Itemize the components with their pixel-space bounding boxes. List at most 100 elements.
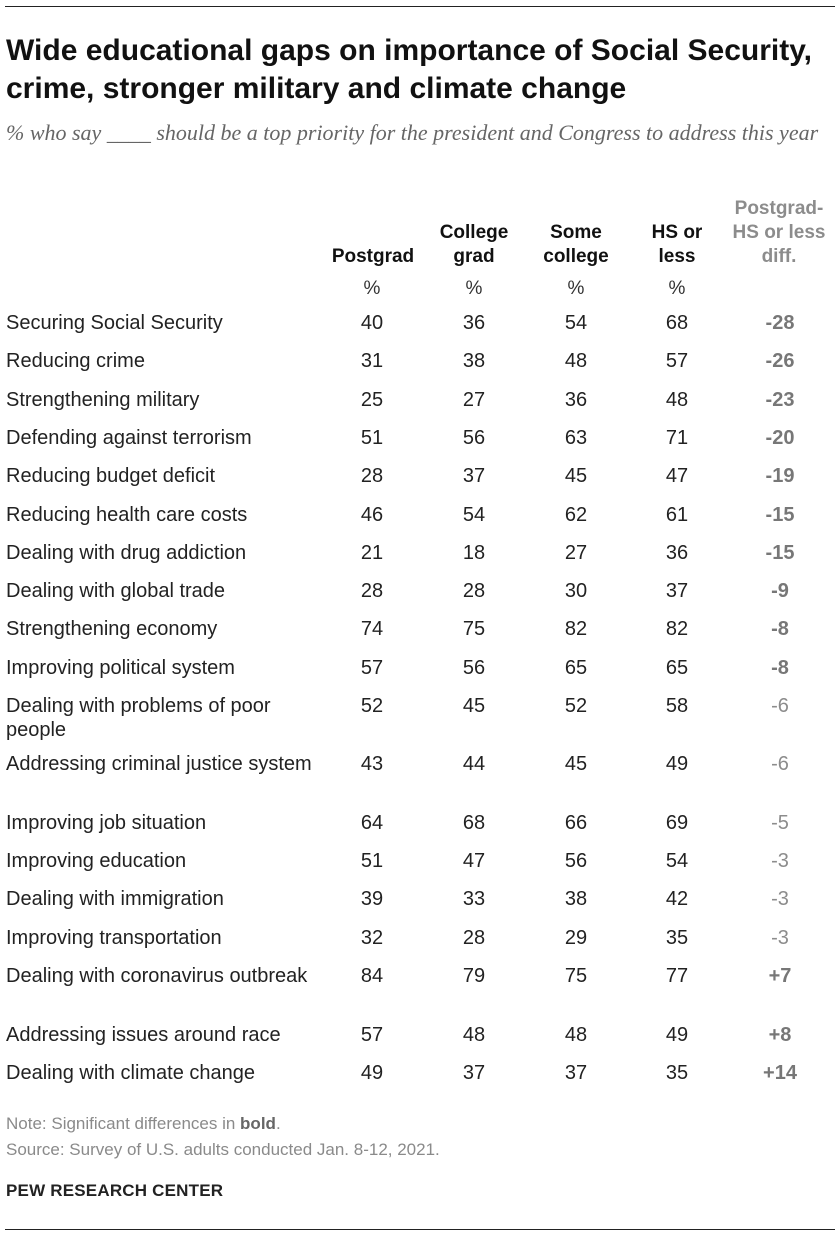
- cell-some-college: 63: [564, 427, 588, 449]
- table-row: Addressing criminal justice system 43 44 45…: [0, 752, 840, 792]
- cell-hs-or-less: 48: [665, 389, 689, 411]
- cell-diff: +14: [763, 1062, 797, 1084]
- cell-some-college: 56: [564, 850, 588, 872]
- cell-diff: +7: [768, 965, 792, 987]
- table-row: Dealing with global trade 28 28 30 37 -9: [0, 579, 840, 619]
- cell-some-college: 36: [564, 389, 588, 411]
- cell-college-grad: 27: [462, 389, 486, 411]
- cell-hs-or-less: 77: [665, 965, 689, 987]
- table-row: Strengthening military 25 27 36 48 -23: [0, 388, 840, 428]
- header-hs-or-less: HS or less: [651, 222, 703, 267]
- cell-diff: -26: [765, 350, 795, 372]
- cell-postgrad: 51: [360, 427, 384, 449]
- cell-postgrad: 40: [360, 312, 384, 334]
- cell-diff: -3: [771, 850, 789, 872]
- table-row: Strengthening economy 74 75 82 82 -8: [0, 617, 840, 657]
- row-label: Strengthening economy: [6, 618, 218, 640]
- cell-diff: -3: [771, 927, 789, 949]
- cell-some-college: 27: [564, 542, 588, 564]
- percent-symbol-college-grad: %: [465, 278, 483, 299]
- percent-symbol-postgrad: %: [363, 278, 381, 299]
- row-label: Dealing with problems of poor people: [6, 695, 271, 741]
- cell-diff: -5: [771, 812, 789, 834]
- cell-diff: -15: [765, 504, 795, 526]
- row-label: Defending against terrorism: [6, 427, 252, 449]
- cell-college-grad: 44: [462, 753, 486, 775]
- percent-symbol-hs-or-less: %: [668, 278, 686, 299]
- cell-some-college: 29: [564, 927, 588, 949]
- cell-college-grad: 79: [462, 965, 486, 987]
- cell-college-grad: 38: [462, 350, 486, 372]
- row-label: Dealing with climate change: [6, 1062, 256, 1084]
- cell-diff: -9: [771, 580, 789, 602]
- cell-diff: -19: [765, 465, 795, 487]
- cell-hs-or-less: 49: [665, 1024, 689, 1046]
- header-postgrad: Postgrad: [331, 246, 415, 267]
- table-row: Improving education 51 47 56 54 -3: [0, 849, 840, 889]
- cell-college-grad: 18: [462, 542, 486, 564]
- cell-diff: +8: [768, 1024, 792, 1046]
- table-row: Dealing with climate change 49 37 37 35 +14: [0, 1061, 840, 1101]
- cell-some-college: 65: [564, 657, 588, 679]
- table-row: Securing Social Security 40 36 54 68 -28: [0, 311, 840, 351]
- note-suffix: .: [275, 1114, 281, 1133]
- table-row: Dealing with problems of poor people 52 45…: [0, 694, 840, 741]
- cell-hs-or-less: 68: [665, 312, 689, 334]
- cell-some-college: 45: [564, 465, 588, 487]
- chart-subtitle: % who say ____ should be a top priority …: [6, 120, 819, 145]
- cell-postgrad: 49: [360, 1062, 384, 1084]
- cell-some-college: 38: [564, 888, 588, 910]
- row-label: Strengthening military: [6, 389, 200, 411]
- row-label: Improving political system: [6, 657, 235, 679]
- cell-postgrad: 28: [360, 580, 384, 602]
- cell-some-college: 30: [564, 580, 588, 602]
- cell-college-grad: 28: [462, 927, 486, 949]
- cell-some-college: 54: [564, 312, 588, 334]
- cell-college-grad: 56: [462, 657, 486, 679]
- cell-some-college: 75: [564, 965, 588, 987]
- cell-hs-or-less: 35: [665, 1062, 689, 1084]
- cell-some-college: 45: [564, 753, 588, 775]
- chart-title: Wide educational gaps on importance of S…: [6, 34, 813, 105]
- table-row: Defending against terrorism 51 56 63 71 -20: [0, 426, 840, 466]
- cell-college-grad: 75: [462, 618, 486, 640]
- cell-postgrad: 64: [360, 812, 384, 834]
- cell-hs-or-less: 37: [665, 580, 689, 602]
- cell-postgrad: 43: [360, 753, 384, 775]
- cell-postgrad: 21: [360, 542, 384, 564]
- header-some-college: Some college: [543, 222, 609, 267]
- note-bold-word: bold: [240, 1114, 276, 1133]
- cell-college-grad: 54: [462, 504, 486, 526]
- row-label: Dealing with coronavirus outbreak: [6, 965, 308, 987]
- cell-postgrad: 52: [360, 695, 384, 717]
- row-label: Addressing criminal justice system: [6, 753, 312, 775]
- cell-diff: -8: [771, 618, 789, 640]
- cell-some-college: 62: [564, 504, 588, 526]
- table-row: Improving transportation 32 28 29 35 -3: [0, 926, 840, 966]
- cell-diff: -3: [771, 888, 789, 910]
- row-label: Dealing with drug addiction: [6, 542, 247, 564]
- row-label: Addressing issues around race: [6, 1024, 281, 1046]
- source-note: Source: Survey of U.S. adults conducted …: [6, 1140, 440, 1159]
- cell-college-grad: 56: [462, 427, 486, 449]
- cell-college-grad: 47: [462, 850, 486, 872]
- cell-some-college: 48: [564, 1024, 588, 1046]
- row-label: Reducing crime: [6, 350, 145, 372]
- footnote: Note: Significant differences in bold.: [6, 1114, 281, 1134]
- cell-postgrad: 84: [360, 965, 384, 987]
- cell-hs-or-less: 36: [665, 542, 689, 564]
- cell-postgrad: 74: [360, 618, 384, 640]
- cell-hs-or-less: 65: [665, 657, 689, 679]
- cell-some-college: 48: [564, 350, 588, 372]
- cell-diff: -20: [765, 427, 795, 449]
- cell-college-grad: 36: [462, 312, 486, 334]
- row-label: Dealing with global trade: [6, 580, 226, 602]
- cell-college-grad: 37: [462, 1062, 486, 1084]
- row-label: Improving education: [6, 850, 187, 872]
- header-college-grad: College grad: [439, 222, 509, 267]
- cell-hs-or-less: 82: [665, 618, 689, 640]
- cell-postgrad: 25: [360, 389, 384, 411]
- cell-some-college: 82: [564, 618, 588, 640]
- cell-hs-or-less: 49: [665, 753, 689, 775]
- cell-hs-or-less: 35: [665, 927, 689, 949]
